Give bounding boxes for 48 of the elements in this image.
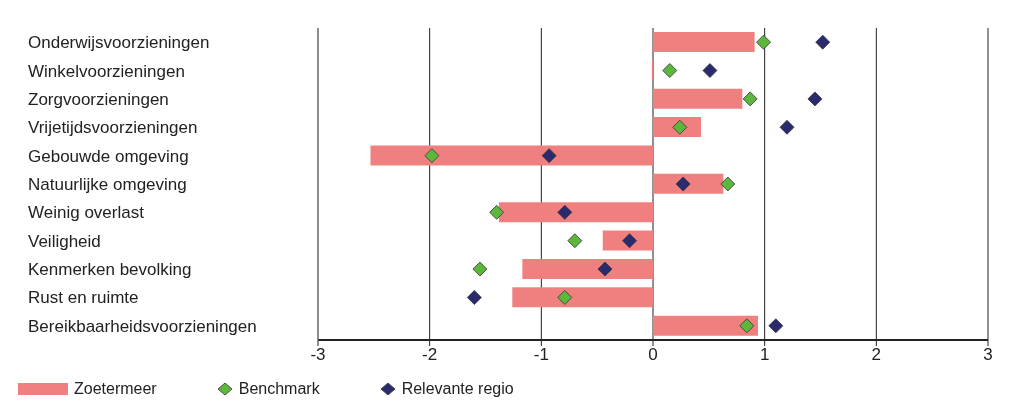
- bar: [653, 315, 758, 336]
- y-tick-label: Gebouwde omgeving: [28, 146, 189, 166]
- point: [768, 318, 784, 334]
- bar: [512, 287, 653, 308]
- bar: [653, 32, 755, 52]
- y-tick-label: Veiligheid: [28, 231, 101, 251]
- point: [779, 119, 795, 135]
- point: [807, 91, 823, 107]
- x-tick-label: 0: [648, 345, 658, 365]
- legend-label: Relevante regio: [400, 380, 514, 398]
- x-tick-label: -1: [533, 345, 549, 365]
- legend-label: Zoetermeer: [73, 380, 157, 398]
- point: [466, 290, 482, 305]
- point: [815, 34, 831, 50]
- point: [756, 34, 771, 50]
- y-tick-label: Weinig overlast: [28, 203, 145, 223]
- point: [662, 63, 678, 78]
- y-tick-label: Zorgvoorzieningen: [28, 89, 169, 109]
- x-tick-label: 3: [983, 345, 993, 365]
- point: [472, 261, 488, 277]
- bar: [498, 202, 653, 223]
- y-tick-label: Rust en ruimte: [28, 288, 139, 308]
- legend-label: Benchmark: [237, 380, 320, 398]
- point: [597, 261, 613, 277]
- y-tick-label: Natuurlijke omgeving: [28, 175, 187, 194]
- point: [742, 91, 758, 107]
- point: [557, 290, 573, 305]
- bar: [370, 145, 653, 166]
- x-tick-label: 1: [759, 345, 770, 365]
- point: [739, 318, 755, 334]
- x-tick-label: -2: [422, 345, 438, 365]
- point: [567, 233, 583, 249]
- y-tick-label: Kenmerken bevolking: [28, 260, 192, 280]
- point: [541, 148, 557, 164]
- bar: [522, 258, 653, 279]
- x-tick-label: -3: [310, 345, 326, 365]
- point: [557, 204, 573, 220]
- y-tick-label: Onderwijsvoorzieningen: [28, 33, 210, 53]
- y-tick-label: Vrijetijdsvoorzieningen: [28, 118, 198, 138]
- point: [702, 63, 718, 78]
- point: [675, 176, 691, 192]
- point: [424, 148, 440, 164]
- point: [489, 204, 505, 220]
- x-tick-label: 2: [871, 345, 882, 365]
- point: [720, 176, 736, 192]
- bar: [653, 88, 743, 109]
- y-tick-label: Winkelvoorzieningen: [28, 61, 185, 81]
- y-tick-label: Bereikbaarheidsvoorzieningen: [28, 316, 257, 336]
